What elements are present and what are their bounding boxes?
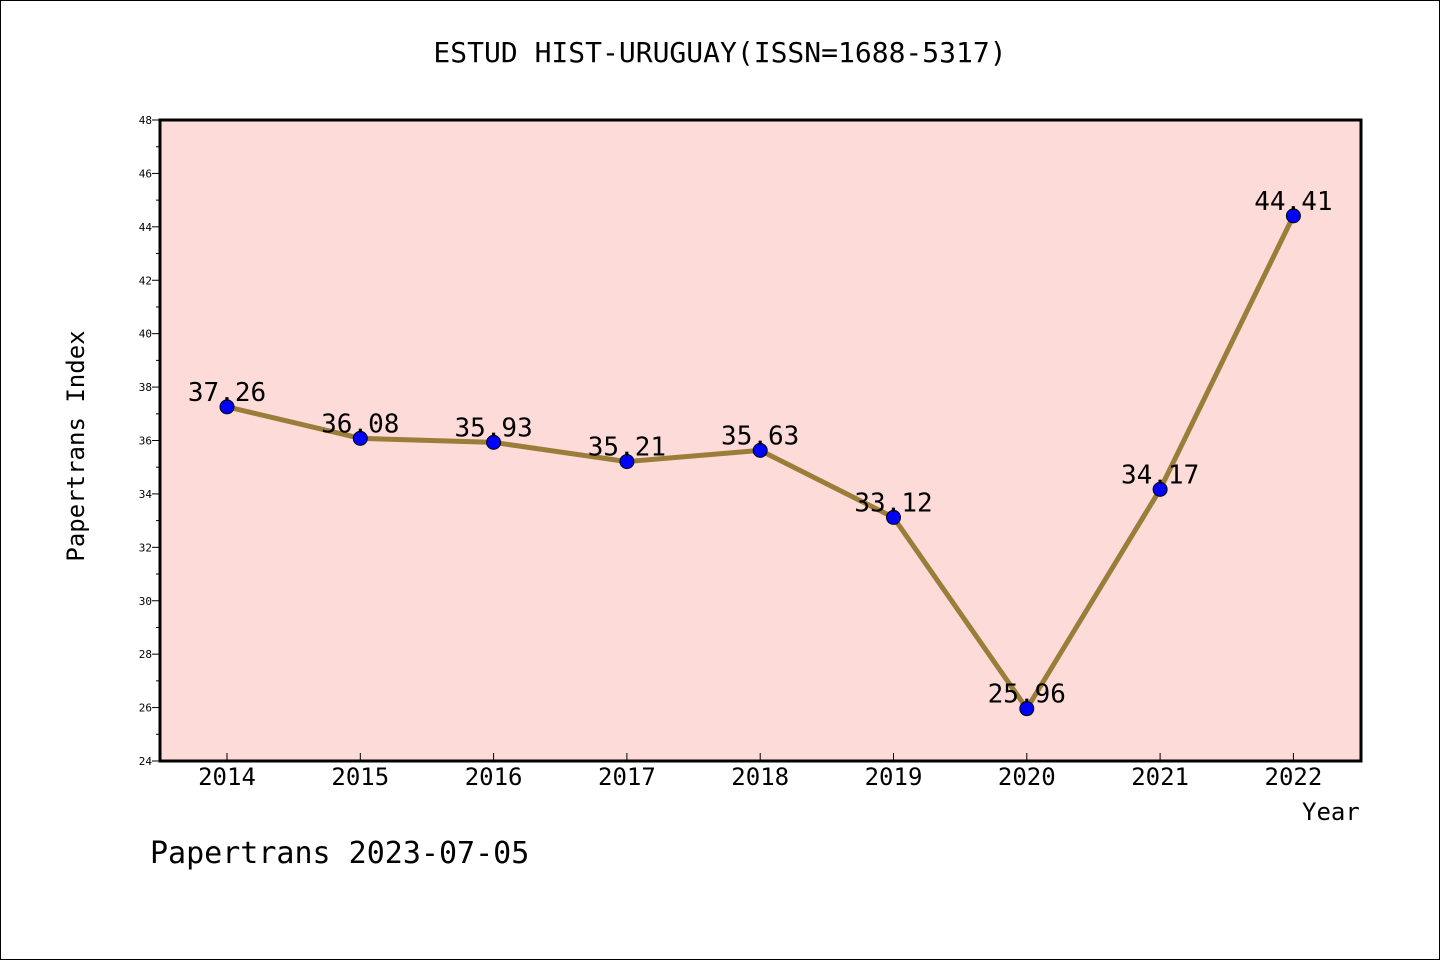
data-point <box>486 434 502 450</box>
x-tick-label: 2019 <box>865 763 923 791</box>
y-tick-label: 32 <box>139 541 152 554</box>
y-tick-label: 30 <box>139 595 152 608</box>
x-tick-label: 2016 <box>465 763 523 791</box>
x-tick-label: 2015 <box>331 763 389 791</box>
y-tick-label: 34 <box>139 488 153 501</box>
y-tick-label: 24 <box>139 755 153 768</box>
data-label: 35.63 <box>721 421 799 451</box>
chart-title: ESTUD HIST-URUGUAY(ISSN=1688-5317) <box>433 36 1007 69</box>
x-tick-label: 2018 <box>731 763 789 791</box>
x-tick-label: 2017 <box>598 763 656 791</box>
data-point <box>886 509 901 525</box>
data-point <box>1019 701 1035 717</box>
data-label: 36.08 <box>321 409 399 439</box>
x-tick-label: 2021 <box>1131 763 1189 791</box>
x-axis-label: Year <box>1302 798 1360 826</box>
data-point <box>219 399 235 415</box>
y-tick-label: 48 <box>139 114 152 127</box>
data-label: 33.12 <box>854 488 932 518</box>
x-tick-label: 2014 <box>198 763 256 791</box>
y-tick-label: 44 <box>139 221 153 234</box>
x-tick-label: 2020 <box>998 763 1056 791</box>
data-point <box>352 430 368 446</box>
y-axis: 24 26 28 30 32 34 36 38 40 42 44 46 48 <box>139 114 160 768</box>
data-label: 44.41 <box>1254 187 1332 217</box>
data-labels: 37.26 36.08 35.93 35.21 35.63 33.12 25.96 34.17… <box>188 187 1333 710</box>
x-axis: 2014 2015 2016 2017 2018 2019 2020 2021 2022 <box>198 753 1322 791</box>
data-label: 37.26 <box>188 378 266 408</box>
y-tick-label: 26 <box>139 702 152 715</box>
data-point <box>619 454 635 470</box>
data-points <box>219 208 1301 717</box>
y-tick-label: 28 <box>139 648 152 661</box>
y-tick-label: 40 <box>139 328 152 341</box>
data-label: 25.96 <box>988 680 1066 710</box>
data-label: 34.17 <box>1121 460 1199 490</box>
y-tick-label: 38 <box>139 381 152 394</box>
y-tick-label: 36 <box>139 435 152 448</box>
y-tick-label: 42 <box>139 274 152 287</box>
footer-text: Papertrans 2023-07-05 <box>150 836 530 871</box>
y-tick-label: 46 <box>139 167 152 180</box>
data-point <box>1152 481 1168 497</box>
y-axis-label: Papertrans Index <box>62 330 90 562</box>
data-point <box>752 442 768 458</box>
data-label: 35.93 <box>454 413 532 443</box>
data-label: 35.21 <box>588 433 666 463</box>
x-tick-label: 2022 <box>1265 763 1323 791</box>
data-point <box>1285 208 1301 224</box>
